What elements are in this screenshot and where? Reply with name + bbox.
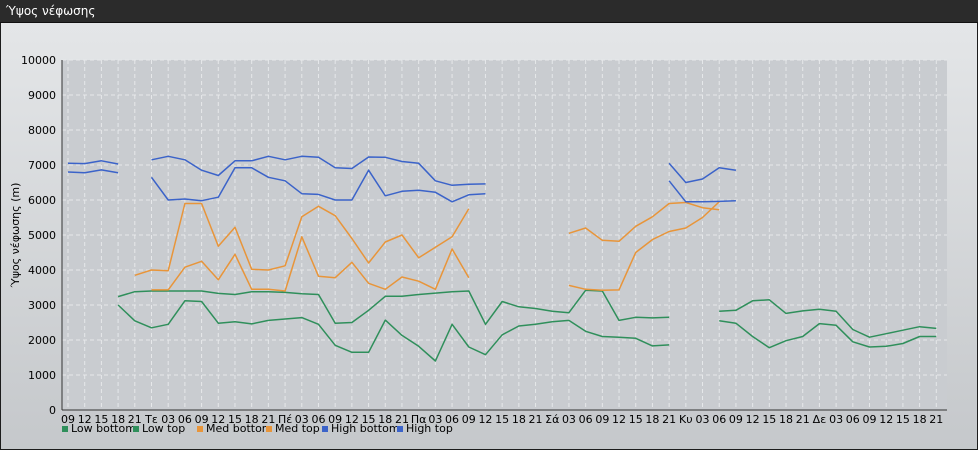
legend-swatch <box>397 426 403 432</box>
title-bar: Ύψος νέφωσης <box>0 0 978 23</box>
x-tick-label: 18 <box>378 413 392 426</box>
x-tick-label: 12 <box>478 413 492 426</box>
x-tick-label: 21 <box>929 413 943 426</box>
y-tick-label: 0 <box>49 404 56 417</box>
legend-entry: Med top <box>275 422 320 435</box>
y-tick-label: 9000 <box>28 89 56 102</box>
x-tick-label: 09 <box>595 413 609 426</box>
x-tick-label: 06 <box>846 413 860 426</box>
legend-entry: Low bottom <box>71 422 136 435</box>
legend-swatch <box>266 426 272 432</box>
legend-entry: High bottom <box>331 422 400 435</box>
x-tick-label: 09 <box>729 413 743 426</box>
x-tick-label: 09 <box>61 413 75 426</box>
x-tick-label: Πέ <box>278 413 292 426</box>
y-tick-label: 1000 <box>28 369 56 382</box>
x-tick-label: 12 <box>746 413 760 426</box>
y-tick-label: 4000 <box>28 264 56 277</box>
legend-entry: High top <box>406 422 453 435</box>
x-tick-label: 15 <box>896 413 910 426</box>
x-tick-label: 15 <box>362 413 376 426</box>
x-tick-label: 18 <box>913 413 927 426</box>
x-tick-label: 03 <box>696 413 710 426</box>
series-line-med-top <box>134 201 720 277</box>
x-tick-label: 18 <box>245 413 259 426</box>
x-tick-label: 21 <box>261 413 275 426</box>
legend-swatch <box>197 426 203 432</box>
y-tick-label: 7000 <box>28 159 56 172</box>
series-line-low-bottom <box>117 300 937 362</box>
y-axis-label: Ύψος νέφωσης (m) <box>9 183 22 289</box>
x-tick-label: 12 <box>879 413 893 426</box>
y-tick-label: 5000 <box>28 229 56 242</box>
x-tick-label: 21 <box>529 413 543 426</box>
panel-title: Ύψος νέφωσης <box>6 4 96 18</box>
x-tick-label: 03 <box>428 413 442 426</box>
x-tick-label: 09 <box>328 413 342 426</box>
x-tick-label: 09 <box>462 413 476 426</box>
series-line-med-bottom <box>151 201 720 292</box>
x-tick-label: 06 <box>445 413 459 426</box>
x-tick-label: 06 <box>712 413 726 426</box>
x-tick-label: Δε <box>813 413 827 426</box>
y-tick-label: 6000 <box>28 194 56 207</box>
x-tick-label: 15 <box>228 413 242 426</box>
x-tick-label: 18 <box>645 413 659 426</box>
legend-entry: Med bottom <box>206 422 273 435</box>
x-tick-label: 15 <box>629 413 643 426</box>
x-tick-label: 15 <box>495 413 509 426</box>
x-tick-label: 21 <box>796 413 810 426</box>
x-tick-label: 12 <box>78 413 92 426</box>
x-tick-label: 12 <box>345 413 359 426</box>
legend-swatch <box>322 426 328 432</box>
x-tick-label: 21 <box>128 413 142 426</box>
x-tick-label: 06 <box>579 413 593 426</box>
legend-swatch <box>133 426 139 432</box>
y-tick-label: 8000 <box>28 124 56 137</box>
x-tick-label: 18 <box>512 413 526 426</box>
x-tick-label: 12 <box>211 413 225 426</box>
y-tick-label: 10000 <box>21 54 56 67</box>
x-tick-label: Τε <box>144 413 158 426</box>
series-line-high-top <box>67 155 737 187</box>
x-tick-label: 09 <box>195 413 209 426</box>
legend-entry: Low top <box>142 422 185 435</box>
x-tick-label: 03 <box>295 413 309 426</box>
x-tick-label: 06 <box>178 413 192 426</box>
x-tick-label: 09 <box>863 413 877 426</box>
x-tick-label: 15 <box>94 413 108 426</box>
x-tick-label: Σά <box>545 413 559 426</box>
x-tick-label: 03 <box>829 413 843 426</box>
chart-area: 0 1000 2000 3000 4000 5000 6000 7000 8000 9000 100… <box>1 23 977 449</box>
series-line-high-bottom <box>67 167 736 203</box>
x-tick-label: 18 <box>111 413 125 426</box>
legend-swatch <box>62 426 68 432</box>
x-tick-label: 21 <box>662 413 676 426</box>
cloud-height-chart: 0 1000 2000 3000 4000 5000 6000 7000 8000 9000 100… <box>9 54 947 435</box>
x-tick-label: 06 <box>311 413 325 426</box>
x-tick-label: 03 <box>562 413 576 426</box>
y-tick-label: 2000 <box>28 334 56 347</box>
series-line-low-top <box>117 289 937 338</box>
x-tick-label: 03 <box>161 413 175 426</box>
x-tick-label: 12 <box>612 413 626 426</box>
y-tick-label: 3000 <box>28 299 56 312</box>
x-tick-label: Κυ <box>679 413 693 426</box>
x-tick-label: 15 <box>762 413 776 426</box>
x-tick-label: Πα <box>411 413 427 426</box>
x-tick-label: 18 <box>779 413 793 426</box>
x-tick-label: 21 <box>395 413 409 426</box>
